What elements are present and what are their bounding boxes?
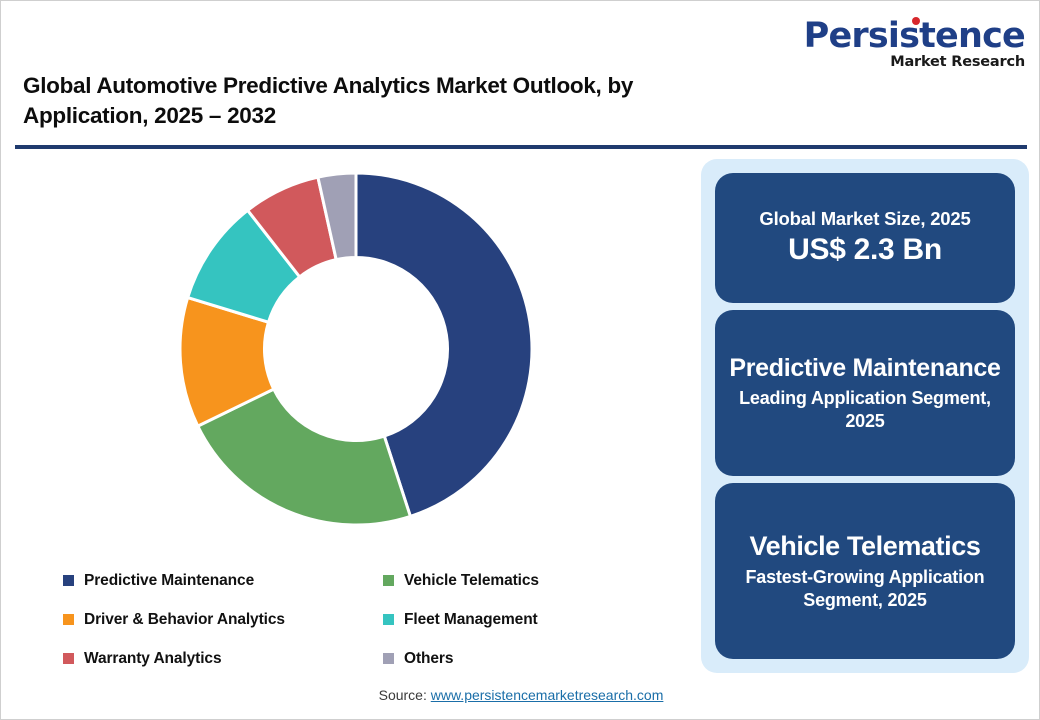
logo-dot-icon xyxy=(912,17,920,25)
legend-label: Predictive Maintenance xyxy=(84,571,255,589)
legend-item-driver-behavior-analytics[interactable]: Driver & Behavior Analytics xyxy=(63,611,383,629)
donut-chart-svg xyxy=(178,171,534,527)
legend-swatch-icon xyxy=(383,575,394,586)
market-size-label: Global Market Size, 2025 xyxy=(759,207,971,229)
legend-label: Others xyxy=(404,649,454,667)
legend-item-warranty-analytics[interactable]: Warranty Analytics xyxy=(63,650,383,668)
chart-legend: Predictive Maintenance Vehicle Telematic… xyxy=(63,561,663,678)
legend-item-fleet-management[interactable]: Fleet Management xyxy=(383,611,663,629)
source-label: Source: xyxy=(378,687,427,703)
legend-item-vehicle-telematics[interactable]: Vehicle Telematics xyxy=(383,572,663,590)
legend-label: Vehicle Telematics xyxy=(404,571,539,589)
market-size-value: US$ 2.3 Bn xyxy=(788,233,942,267)
stat-card-market-size: Global Market Size, 2025 US$ 2.3 Bn xyxy=(715,173,1015,303)
leading-segment-desc: Leading Application Segment, 2025 xyxy=(739,387,991,431)
company-logo: Persistence Market Research xyxy=(781,16,1026,70)
donut-slice[interactable] xyxy=(316,171,358,262)
legend-swatch-icon xyxy=(63,614,74,625)
legend-label: Driver & Behavior Analytics xyxy=(84,610,285,628)
page-title: Global Automotive Predictive Analytics M… xyxy=(23,73,634,128)
legend-item-predictive-maintenance[interactable]: Predictive Maintenance xyxy=(63,572,383,590)
logo-tagline: Market Research xyxy=(890,54,1025,70)
stat-card-fastest-growing-segment: Vehicle Telematics Fastest-Growing Appli… xyxy=(715,483,1015,659)
legend-swatch-icon xyxy=(63,575,74,586)
donut-slice[interactable] xyxy=(195,387,413,527)
legend-swatch-icon xyxy=(383,653,394,664)
legend-item-others[interactable]: Others xyxy=(383,650,663,668)
stat-card-leading-segment: Predictive Maintenance Leading Applicati… xyxy=(715,310,1015,476)
legend-swatch-icon xyxy=(383,614,394,625)
donut-slice[interactable] xyxy=(354,171,534,519)
source-link[interactable]: www.persistencemarketresearch.com xyxy=(430,687,664,703)
title-divider xyxy=(15,145,1027,149)
fastest-growing-segment-desc: Fastest-Growing Application Segment, 202… xyxy=(745,566,985,610)
legend-swatch-icon xyxy=(63,653,74,664)
legend-label: Fleet Management xyxy=(404,610,538,628)
donut-chart xyxy=(13,157,691,557)
fastest-growing-segment-name: Vehicle Telematics xyxy=(749,531,981,562)
highlights-panel: Global Market Size, 2025 US$ 2.3 Bn Pred… xyxy=(701,159,1029,673)
source-line: Source: www.persistencemarketresearch.co… xyxy=(1,687,1039,703)
logo-wordmark: Persistence xyxy=(803,16,1026,56)
leading-segment-name: Predictive Maintenance xyxy=(729,354,1001,383)
legend-label: Warranty Analytics xyxy=(84,649,222,667)
